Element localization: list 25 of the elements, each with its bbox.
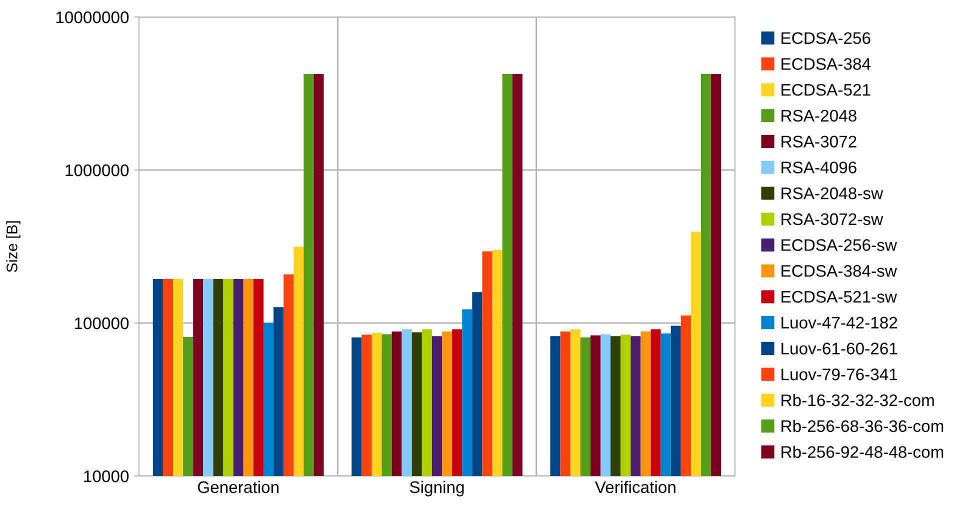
legend-label: RSA-2048-sw bbox=[782, 187, 884, 200]
legend-label: RSA-3072-sw bbox=[782, 213, 884, 226]
y-tick-label: 10000 bbox=[84, 470, 129, 482]
y-tick-label: 1000000 bbox=[66, 164, 129, 176]
x-tick-label: Generation bbox=[198, 480, 278, 494]
legend-label: ECDSA-256 bbox=[782, 32, 870, 44]
legend-label: Luov-79-76-341 bbox=[782, 368, 898, 380]
x-tick-label: Verification bbox=[594, 480, 676, 494]
legend-label: RSA-4096 bbox=[782, 162, 856, 174]
legend-label: Rb-16-32-32-32-com bbox=[782, 394, 934, 406]
legend-label: ECDSA-256-sw bbox=[782, 239, 897, 251]
legend-label: RSA-3072 bbox=[782, 136, 856, 148]
y-tick-label: 10000000 bbox=[56, 11, 129, 24]
y-axis-title: Size [B] bbox=[6, 221, 20, 272]
y-tick-label: 100000 bbox=[74, 317, 129, 330]
x-tick-label: Signing bbox=[410, 480, 464, 496]
legend-label: Rb-256-92-48-48-com bbox=[782, 446, 944, 458]
legend-label: RSA-2048 bbox=[782, 110, 856, 122]
legend-label: ECDSA-521-sw bbox=[782, 290, 897, 303]
legend-label: Luov-61-60-261 bbox=[782, 342, 898, 354]
legend-label: Luov-47-42-182 bbox=[782, 316, 898, 329]
legend-label: ECDSA-384-sw bbox=[782, 265, 897, 277]
legend-label: Rb-256-68-36-36-com bbox=[782, 420, 944, 432]
legend-label: ECDSA-521 bbox=[782, 84, 870, 96]
legend-label: ECDSA-384 bbox=[782, 58, 871, 70]
